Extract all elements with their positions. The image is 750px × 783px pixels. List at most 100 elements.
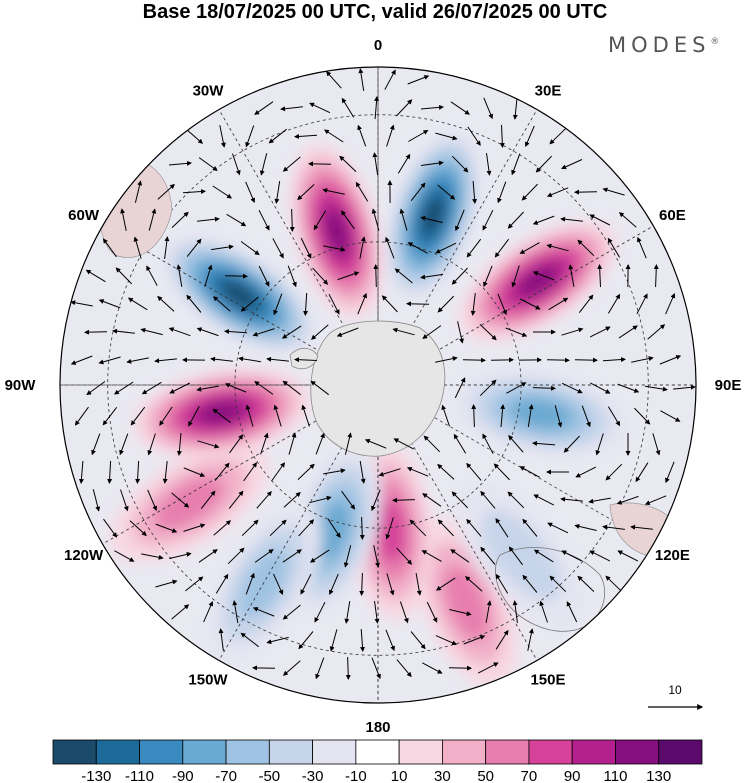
wind-arrow — [359, 461, 366, 484]
wind-arrow — [102, 238, 117, 258]
wind-arrow — [147, 489, 158, 512]
colorbar-tick-label: -70 — [215, 768, 237, 783]
wind-arrow — [463, 635, 486, 645]
wind-arrow — [283, 491, 301, 508]
wind-arrow — [309, 495, 332, 504]
wind-arrow — [532, 271, 555, 281]
wind-arrow — [271, 462, 285, 482]
wind-arrow — [339, 155, 357, 172]
positive-anomaly-1 — [459, 220, 617, 342]
longitude-label: 0 — [374, 37, 382, 54]
wind-arrow — [162, 461, 168, 484]
wind-arrow — [450, 101, 470, 115]
longitude-label: 150E — [530, 671, 565, 688]
wind-arrow — [420, 215, 443, 223]
wind-arrow — [196, 327, 219, 337]
wind-arrow — [310, 380, 330, 396]
wind-arrow — [589, 214, 611, 226]
wind-arrow — [512, 600, 518, 623]
wind-arrow — [269, 519, 287, 537]
wind-arrow — [385, 517, 394, 540]
wind-arrow — [482, 209, 494, 231]
wind-arrow — [297, 463, 315, 480]
wind-arrow — [157, 183, 175, 200]
wind-arrow — [647, 324, 666, 340]
wind-arrow — [483, 97, 493, 120]
wind-arrow — [408, 130, 429, 142]
wind-arrow — [519, 466, 540, 478]
reference-vector-label: 10 — [668, 683, 682, 697]
wind-arrow — [495, 517, 509, 538]
wind-arrow — [146, 265, 158, 286]
wind-arrow — [422, 493, 442, 507]
wind-arrow — [280, 106, 303, 112]
wind-arrow — [359, 572, 365, 596]
wind-arrow — [397, 153, 411, 174]
wind-arrow — [171, 604, 190, 620]
wind-arrow — [577, 575, 595, 592]
wind-arrow — [157, 295, 175, 312]
wind-arrow — [637, 236, 647, 259]
wind-arrow — [245, 572, 255, 595]
wind-arrow — [329, 629, 338, 652]
wind-arrow — [645, 385, 668, 392]
wind-arrow — [561, 159, 583, 170]
colorbar-swatch — [615, 739, 660, 765]
wind-arrow — [327, 518, 341, 539]
wind-arrow — [98, 356, 121, 365]
wind-arrow — [371, 489, 381, 512]
wind-arrow — [466, 238, 482, 258]
reference-vector: 10 — [648, 683, 704, 710]
wind-arrow — [568, 264, 575, 287]
wind-arrow — [618, 212, 637, 228]
wind-arrow — [219, 125, 226, 148]
brand-text: MODES — [608, 33, 711, 57]
longitude-label: 90W — [5, 377, 37, 394]
wind-arrow — [636, 293, 648, 315]
wind-arrow — [500, 404, 506, 428]
wind-arrow — [315, 657, 325, 680]
positive-anomaly-7 — [109, 443, 269, 563]
wind-arrow — [282, 549, 302, 563]
wind-arrow — [258, 209, 270, 231]
wind-arrow — [466, 462, 482, 481]
wind-arrow — [211, 244, 234, 251]
wind-arrow — [421, 160, 444, 166]
wind-arrow — [497, 293, 507, 316]
wind-arrow — [597, 264, 603, 288]
wind-arrow — [423, 435, 441, 453]
wind-arrow — [273, 404, 282, 427]
wind-arrow — [287, 265, 297, 288]
wind-arrow — [245, 125, 255, 148]
colorbar-swatch — [485, 739, 530, 765]
wind-arrow — [457, 321, 464, 344]
wind-arrow — [617, 550, 639, 562]
wind-arrow — [300, 237, 312, 259]
wind-arrow — [410, 631, 426, 650]
longitude-label: 60W — [68, 207, 100, 224]
wind-arrow — [451, 267, 468, 285]
wind-arrow — [215, 573, 229, 594]
wind-arrow — [309, 102, 331, 114]
wind-arrow — [357, 124, 367, 147]
longitude-label: 120E — [655, 547, 690, 564]
wind-arrow — [566, 601, 578, 623]
wind-arrow — [507, 211, 524, 229]
wind-arrow — [303, 292, 309, 316]
wind-arrow — [455, 209, 465, 232]
wind-arrow — [328, 293, 340, 315]
negative-anomaly-9 — [160, 234, 319, 356]
modes-logo: MODES® — [608, 33, 719, 57]
wind-arrow — [435, 577, 456, 591]
wind-arrow — [521, 183, 538, 201]
wind-arrow — [560, 216, 583, 222]
wind-arrow — [168, 327, 191, 337]
wind-arrow — [465, 576, 483, 592]
colorbar-swatch — [312, 739, 357, 765]
wind-arrow — [357, 292, 367, 315]
wind-arrow — [254, 549, 274, 563]
wind-arrow — [203, 600, 214, 623]
wind-arrow — [535, 155, 552, 173]
wind-arrow — [323, 129, 344, 143]
wind-arrow — [653, 264, 659, 288]
